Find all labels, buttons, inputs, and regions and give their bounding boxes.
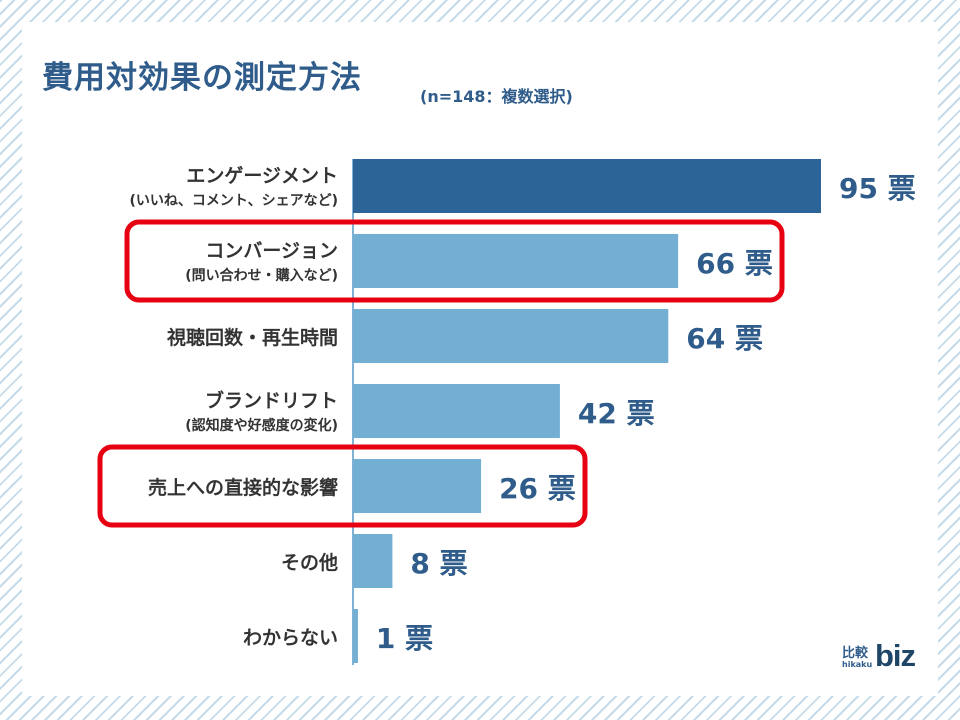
highlight-frame-1 [124,219,785,303]
bar-5 [353,534,393,588]
value-label-2: 64 票 [686,322,763,355]
bar-4 [353,459,482,513]
highlight-frame-4 [97,444,588,528]
category-label-0: エンゲージメント [186,165,338,187]
value-label-1: 66 票 [696,247,773,280]
category-label-1: コンバージョン [205,240,338,262]
category-sublabel-3: (認知度や好感度の変化) [185,417,338,434]
hikaku-biz-logo: 比較 hikaku biz [842,638,922,680]
category-label-2: 視聴回数・再生時間 [166,326,338,349]
category-label-3: ブランドリフト [205,389,338,412]
bar-1 [353,234,679,288]
category-label-6: わからない [243,627,338,649]
bar-6 [353,609,358,663]
category-label-5: その他 [281,551,338,574]
logo-brand: biz [875,638,916,673]
value-label-6: 1 票 [376,622,433,655]
chart-subtitle: (n=148：複数選択) [420,87,573,106]
logo-kanji: 比較 [842,646,869,661]
logo-subtext: hikaku [842,660,873,669]
bar-2 [353,309,669,363]
chart-title: 費用対効果の測定方法 [42,60,362,96]
value-label-4: 26 票 [499,472,576,505]
value-label-3: 42 票 [578,397,655,430]
value-label-0: 95 票 [839,172,916,205]
value-label-5: 8 票 [410,547,467,580]
bar-0 [353,159,821,213]
category-sublabel-0: (いいね、コメント、シェアなど) [129,193,338,209]
category-label-4: 売上への直接的な影響 [148,476,338,499]
category-sublabel-1: (問い合わせ・購入など) [185,267,338,284]
bar-3 [353,384,560,438]
